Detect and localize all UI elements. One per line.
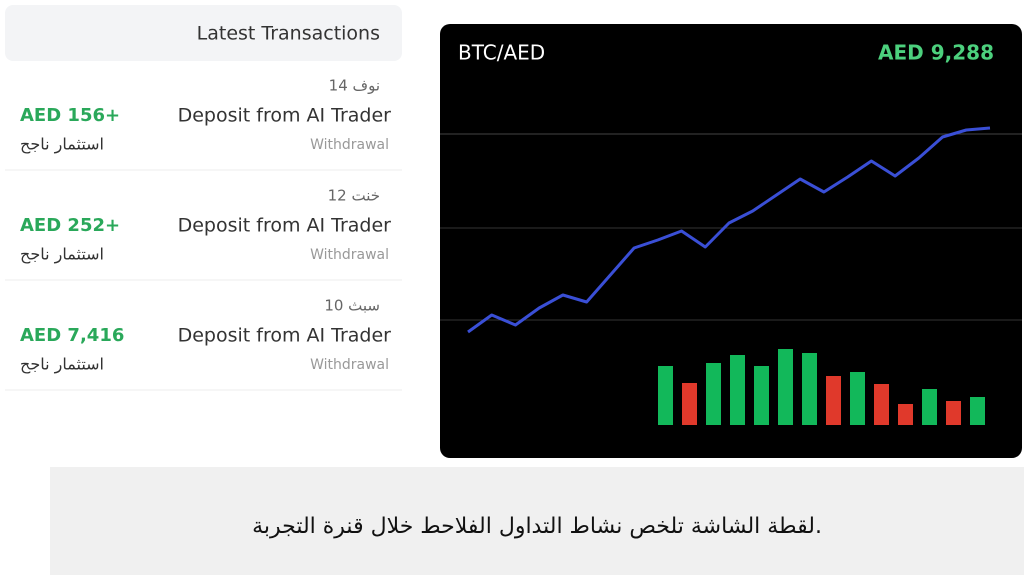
price-line <box>467 126 991 334</box>
transactions-header <box>5 5 402 61</box>
amount: AED 7,416 <box>20 325 124 346</box>
transaction-title: Deposit from AI Trader <box>178 215 392 237</box>
volume-bar <box>874 384 889 425</box>
volume-bar <box>658 366 673 425</box>
volume-bar <box>730 355 745 425</box>
transactions-title: Latest Transactions <box>197 23 380 45</box>
volume-bar <box>898 404 913 425</box>
volume-bar <box>826 376 841 425</box>
volume-bar <box>706 363 721 425</box>
chart-panel <box>440 24 1022 458</box>
caption: لقطة الشاشة تلخص نشاط التداول الفلاحط خل… <box>252 514 822 539</box>
transaction-title: Deposit from AI Trader <box>178 105 392 127</box>
volume-bar <box>946 401 961 425</box>
transaction-title: Deposit from AI Trader <box>178 325 392 347</box>
amount: AED 252+ <box>20 215 120 236</box>
volume-bar <box>850 372 865 425</box>
volume-bar <box>970 397 985 425</box>
status: استثمار ناجح <box>20 135 104 155</box>
volume-bar <box>682 383 697 425</box>
chart-title: BTC/AED <box>458 41 545 65</box>
price: AED 9,288 <box>878 41 994 65</box>
date: 12 خنت <box>328 187 380 205</box>
transaction-type: Withdrawal <box>310 247 389 263</box>
status: استثمار ناجح <box>20 355 104 375</box>
volume-bar <box>802 353 817 425</box>
volume-bar <box>754 366 769 425</box>
status: استثمار ناجح <box>20 245 104 265</box>
volume-bar <box>922 389 937 425</box>
transaction-type: Withdrawal <box>310 137 389 153</box>
volume-bar <box>778 349 793 425</box>
caption-box <box>50 467 1024 575</box>
amount: AED 156+ <box>20 105 120 126</box>
date: 10 سبث <box>324 297 380 315</box>
transaction-type: Withdrawal <box>310 357 389 373</box>
date: 14 نوف <box>329 77 380 95</box>
